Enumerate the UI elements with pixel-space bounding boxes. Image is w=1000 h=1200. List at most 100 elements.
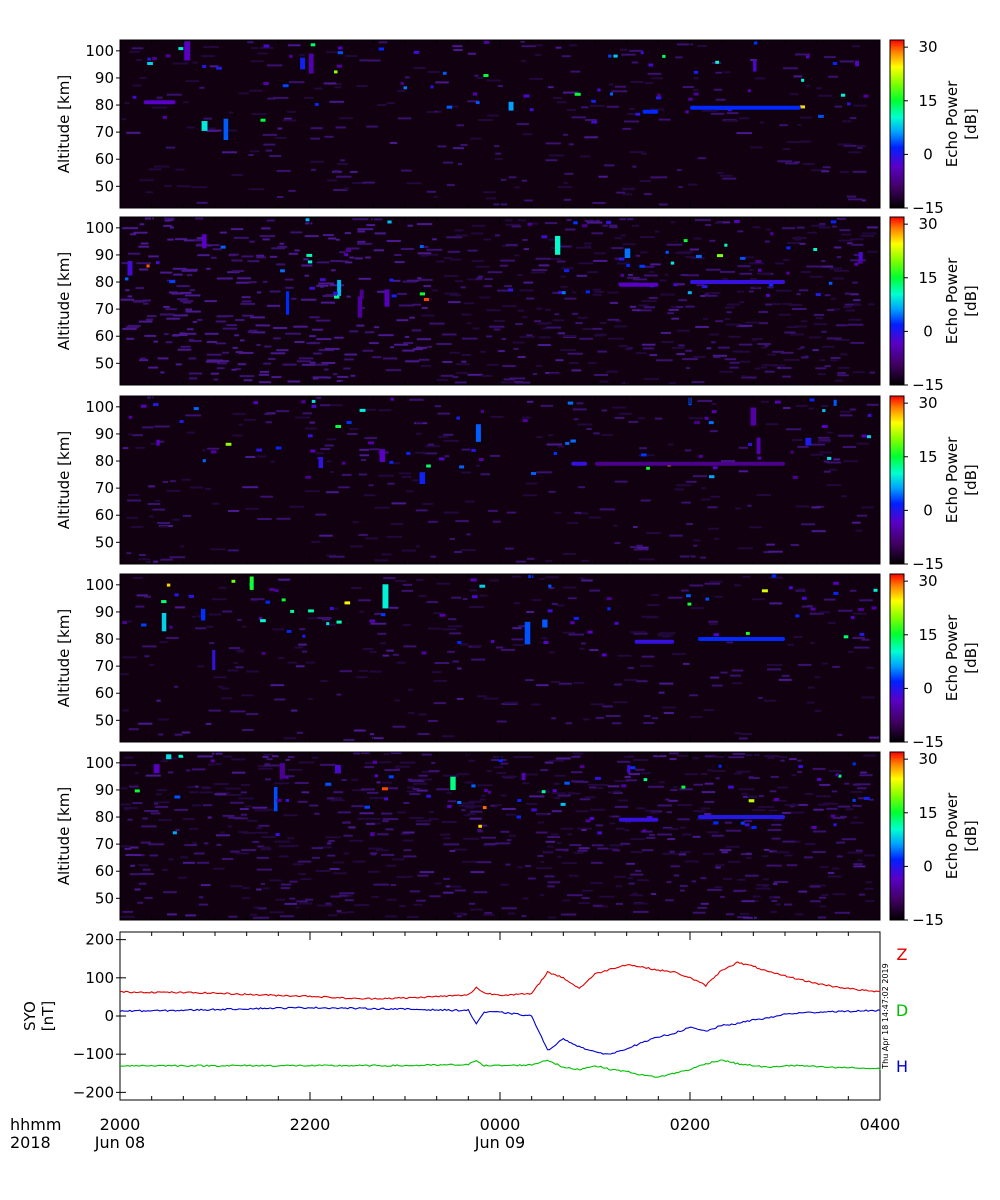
noise-cell [192, 842, 197, 845]
noise-cell [841, 838, 856, 841]
echo-cell [274, 589, 279, 593]
noise-cell [630, 631, 646, 634]
noise-cell [148, 485, 155, 488]
noise-cell [138, 722, 153, 725]
noise-cell [578, 512, 589, 515]
noise-cell [839, 170, 849, 173]
noise-cell [372, 356, 382, 359]
noise-cell [221, 697, 232, 700]
noise-cell [231, 174, 244, 176]
noise-cell [567, 352, 583, 355]
noise-cell [733, 584, 742, 587]
noise-cell [800, 346, 805, 349]
noise-cell [498, 350, 505, 353]
echo-cell [656, 96, 662, 100]
echo-cell [403, 86, 407, 90]
noise-cell [297, 860, 312, 863]
noise-cell [369, 342, 379, 345]
noise-cell [775, 289, 792, 292]
noise-cell [124, 756, 134, 759]
noise-cell [550, 681, 561, 683]
noise-cell [316, 284, 329, 287]
noise-cell [573, 754, 582, 757]
noise-cell [213, 867, 225, 870]
noise-cell [793, 75, 802, 78]
noise-cell [823, 802, 834, 805]
noise-cell [475, 464, 481, 467]
noise-cell [827, 872, 835, 874]
timestamp-stamp: Thu Apr 18 14:47:02 2019 [881, 963, 890, 1070]
noise-cell [279, 915, 294, 918]
echo-layer-1 [571, 461, 588, 466]
noise-cell [252, 840, 260, 843]
noise-cell [335, 238, 340, 241]
noise-cell [136, 58, 143, 61]
noise-cell [515, 323, 523, 326]
echo-cell [753, 41, 758, 45]
noise-cell [813, 323, 828, 326]
noise-cell [684, 274, 699, 277]
noise-cell [827, 875, 842, 878]
noise-cell [763, 551, 772, 554]
noise-cell [568, 143, 574, 146]
colorbar [889, 573, 905, 743]
noise-cell [166, 317, 180, 320]
noise-cell [222, 327, 238, 330]
noise-cell [327, 842, 332, 845]
noise-cell [689, 694, 698, 697]
noise-cell [629, 107, 635, 110]
noise-cell [715, 98, 726, 101]
noise-cell [133, 300, 144, 303]
noise-cell [629, 305, 637, 308]
echo-cell [547, 609, 553, 613]
heatmap-noise-texture [122, 396, 879, 563]
noise-cell [748, 290, 754, 293]
noise-cell [444, 292, 459, 295]
echo-cell [810, 607, 816, 611]
echo-cell [333, 291, 338, 295]
echo-cell [627, 765, 631, 773]
noise-cell [274, 840, 290, 843]
colorbar-tick-label: 15 [918, 626, 937, 644]
noise-cell [458, 804, 475, 807]
noise-cell [390, 752, 402, 755]
echo-cell [413, 50, 420, 54]
noise-cell [833, 269, 850, 272]
noise-cell [660, 293, 675, 296]
noise-cell [383, 753, 389, 755]
noise-cell [821, 893, 829, 896]
echo-cell [275, 833, 280, 836]
echo-cell [141, 404, 147, 408]
noise-cell [697, 400, 713, 402]
noise-cell [329, 868, 340, 870]
noise-cell [476, 265, 490, 268]
noise-cell [180, 332, 197, 335]
noise-cell [866, 666, 874, 669]
echo-cell [359, 289, 364, 299]
noise-cell [764, 370, 775, 373]
noise-cell [150, 442, 156, 445]
noise-cell [770, 364, 785, 367]
noise-cell [221, 687, 230, 690]
noise-cell [449, 538, 455, 540]
noise-cell [346, 295, 351, 298]
noise-cell [216, 362, 227, 365]
noise-cell [812, 767, 826, 770]
noise-cell [218, 586, 227, 589]
echo-cell [833, 591, 839, 595]
noise-cell [440, 374, 454, 377]
noise-cell [711, 341, 716, 344]
noise-cell [848, 151, 861, 154]
noise-cell [205, 722, 212, 725]
noise-cell [859, 774, 873, 777]
noise-cell [394, 699, 400, 702]
noise-cell [496, 771, 506, 774]
noise-cell [278, 855, 289, 858]
echo-cell [717, 254, 723, 258]
noise-cell [861, 638, 870, 641]
noise-cell [382, 820, 389, 823]
noise-cell [167, 218, 174, 221]
noise-cell [617, 262, 631, 265]
echo-cell [818, 114, 824, 118]
noise-cell [128, 728, 139, 731]
